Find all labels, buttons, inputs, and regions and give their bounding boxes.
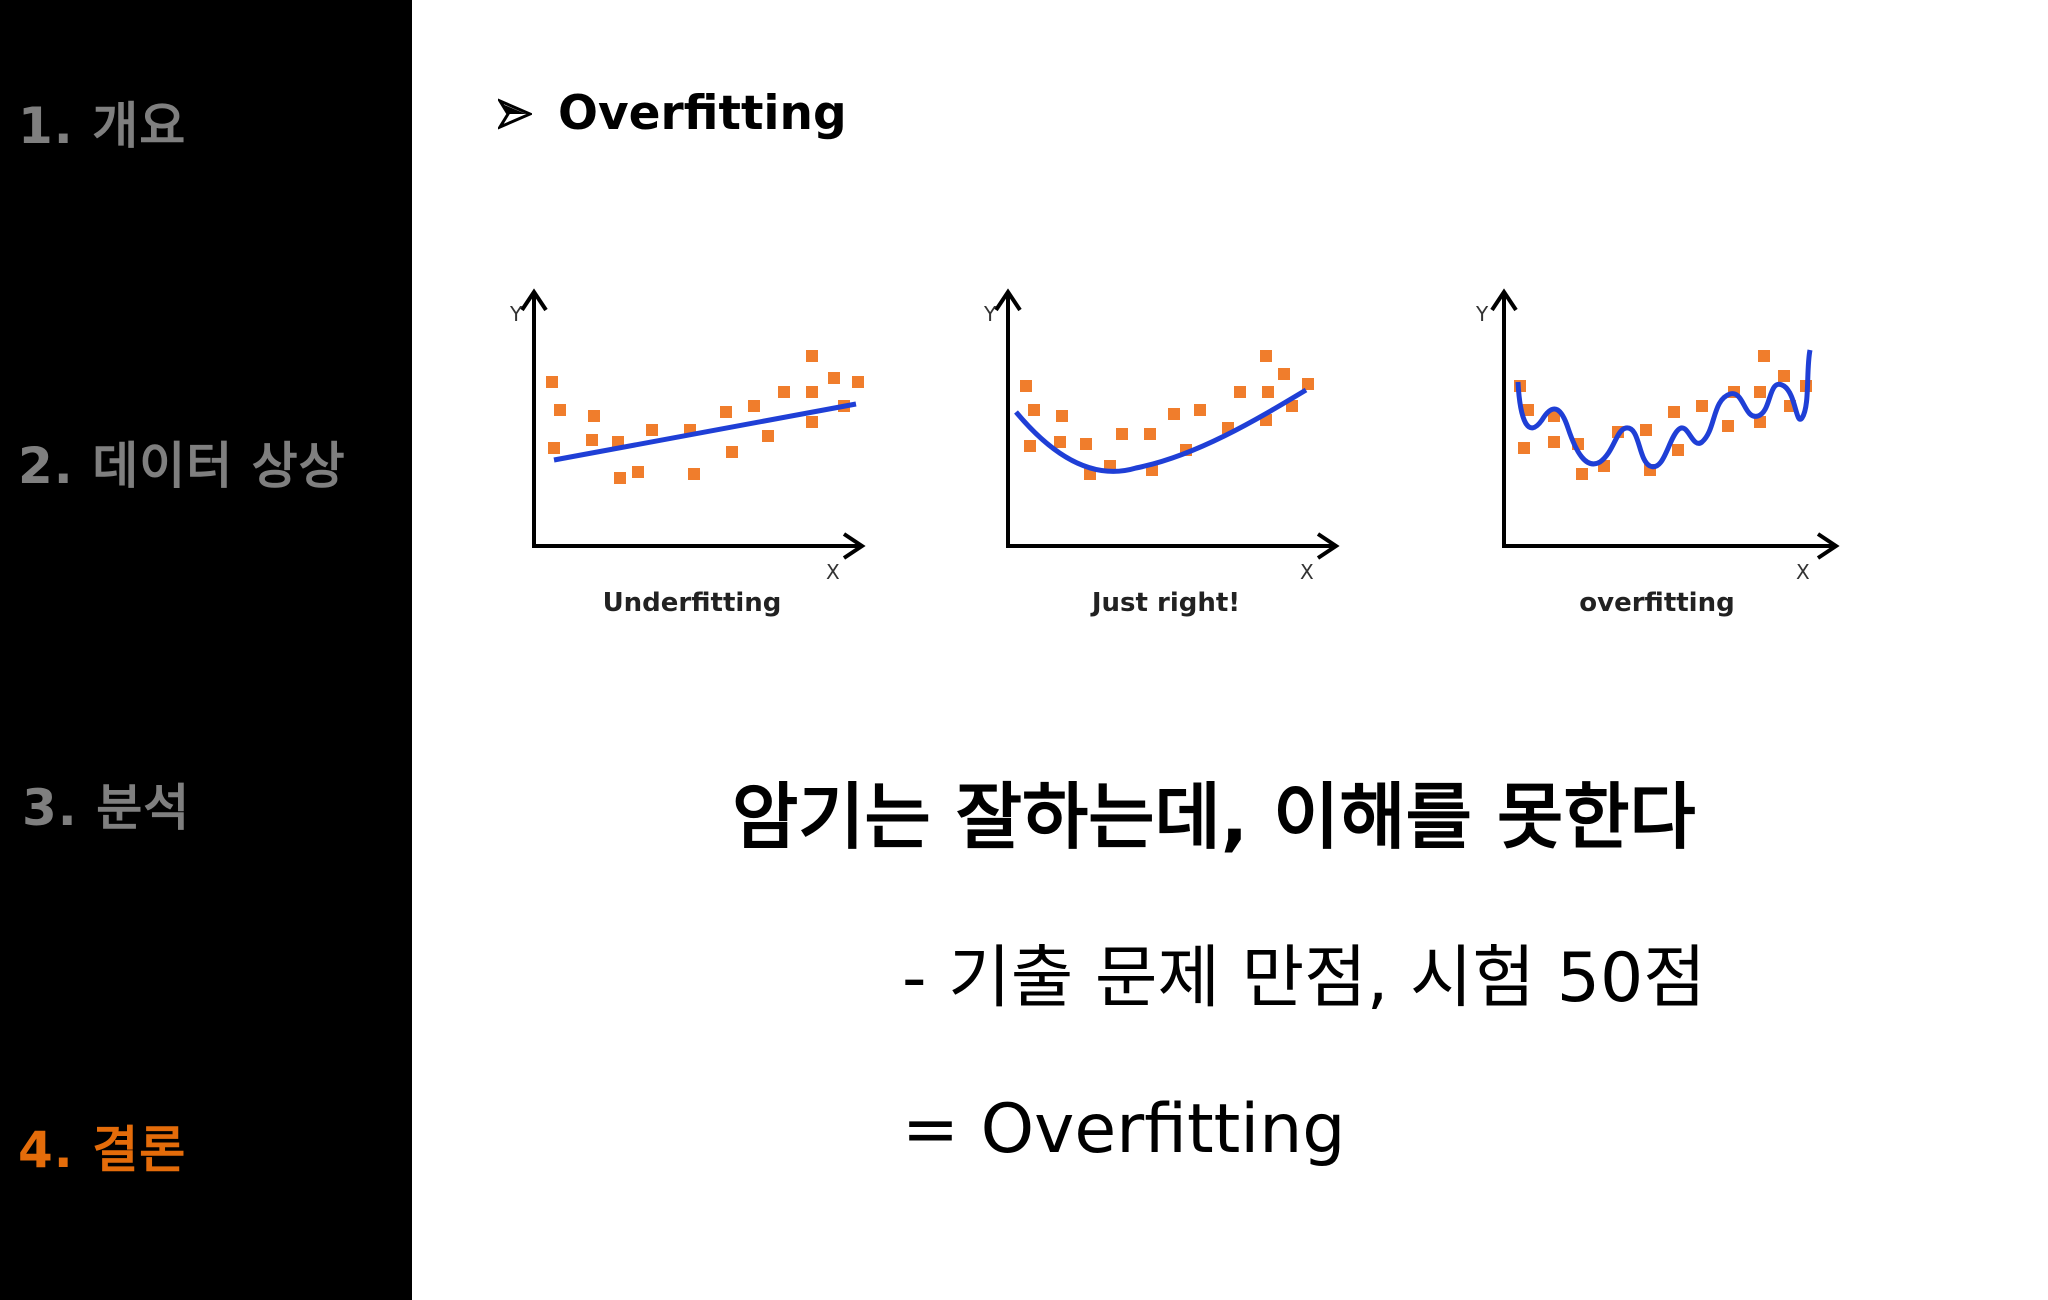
just-right-panel: Y X Just right!	[966, 270, 1396, 640]
y-axis-label: Y	[1476, 302, 1489, 326]
nav-item-analysis[interactable]: 3. 분석	[22, 779, 191, 837]
x-axis-label: X	[1300, 560, 1314, 584]
fit-curve	[1014, 387, 1308, 474]
underfitting-plot	[520, 288, 866, 560]
overfitting-panel: Y X overfitting	[1462, 270, 1892, 640]
just-right-plot	[994, 288, 1340, 560]
fit-curve	[1515, 349, 1813, 470]
panel-caption: Underfitting	[602, 588, 782, 618]
nav-item-conclusion[interactable]: 4. 결론	[18, 1121, 187, 1179]
arrow-bullet-icon	[498, 97, 532, 130]
nav-item-overview[interactable]: 1. 개요	[18, 97, 187, 155]
slide-content: Overfitting	[412, 0, 2048, 1300]
data-points	[1020, 350, 1314, 480]
fit-curve	[553, 401, 857, 463]
detail-line: - 기출 문제 만점, 시험 50점	[902, 939, 1706, 1018]
fitting-comparison-figure: Y X Underfitting	[492, 270, 1922, 640]
y-axis-label: Y	[984, 302, 997, 326]
result-line: = Overfitting	[902, 1090, 1346, 1169]
x-axis-label: X	[1796, 560, 1810, 584]
section-heading: Overfitting	[498, 86, 847, 141]
data-points	[546, 350, 864, 484]
overfitting-plot	[1490, 288, 1840, 560]
underfitting-panel: Y X Underfitting	[492, 270, 922, 640]
main-statement: 암기는 잘하는데, 이해를 못한다	[732, 775, 1696, 859]
sidebar-nav: 1. 개요 2. 데이터 상상 3. 분석 4. 결론	[0, 0, 412, 1300]
x-axis-label: X	[826, 560, 840, 584]
section-title: Overfitting	[558, 86, 847, 141]
panel-caption: Just right!	[1091, 588, 1241, 618]
y-axis-label: Y	[510, 302, 523, 326]
panel-caption: overfitting	[1579, 588, 1735, 618]
nav-item-data[interactable]: 2. 데이터 상상	[18, 437, 346, 495]
